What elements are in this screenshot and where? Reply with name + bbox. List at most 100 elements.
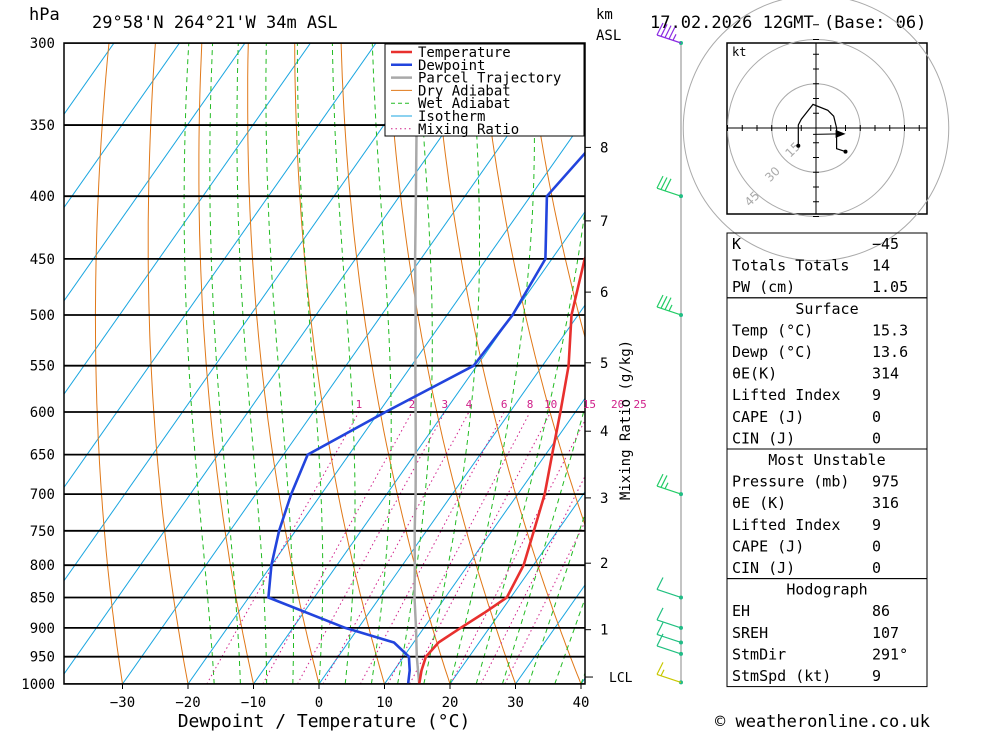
km-tick-label: 2 — [600, 556, 608, 572]
hodograph-indices-row-label: StmSpd (kt) — [732, 667, 831, 685]
most-unstable-indices-row-value: 0 — [872, 537, 881, 555]
km-tick-label: 4 — [600, 424, 608, 440]
legend-label: Wet Adiabat — [418, 96, 511, 112]
wet-adiabat-line — [265, 43, 294, 684]
most-unstable-indices-row-value: 9 — [872, 516, 881, 534]
most-unstable-indices-row-value: 975 — [872, 473, 899, 491]
pressure-tick-label: 450 — [30, 252, 55, 268]
mixing-ratio-value-label: 6 — [501, 398, 508, 411]
hodograph-indices-row-value: 9 — [872, 667, 881, 685]
km-tick-label: 8 — [600, 140, 608, 156]
dewpoint-line — [267, 151, 585, 684]
wind-barb-flag — [656, 607, 664, 621]
legend-label: Dewpoint — [418, 58, 485, 74]
profile-lines — [267, 85, 585, 684]
datetime-title: 17.02.2026 12GMT (Base: 06) — [650, 13, 926, 33]
mixing-ratio-line — [450, 419, 585, 684]
legend-label: Mixing Ratio — [418, 122, 519, 138]
wet-adiabat-line — [331, 43, 356, 684]
hodograph-indices-row-value: 86 — [872, 602, 890, 620]
general-indices-row-value: 14 — [872, 257, 890, 275]
general-indices-row-label: K — [732, 235, 741, 253]
wind-barb-flag — [656, 473, 664, 487]
temperature-line — [417, 255, 585, 684]
wet-adiabat-line — [296, 43, 324, 684]
wet-adiabat-line — [423, 43, 480, 684]
wind-barb-flag — [656, 22, 664, 36]
pressure-tick-label: 1000 — [21, 677, 55, 693]
surface-indices-row-label: CAPE (J) — [732, 408, 804, 426]
most-unstable-indices-row-label: CAPE (J) — [732, 537, 804, 555]
dry-adiabat-line — [978, 6, 1000, 710]
isotherm-line — [252, 210, 585, 684]
dry-adiabat-line — [387, 43, 517, 684]
location-title: 29°58'N 264°21'W 34m ASL — [92, 13, 338, 33]
wind-barb-shaft — [656, 306, 682, 316]
dry-adiabat-line — [147, 43, 189, 684]
wind-barb-shaft — [656, 645, 682, 655]
isotherm-line — [449, 490, 585, 684]
km-tick-label: 7 — [600, 214, 608, 230]
mixing-ratio-value-label: 1 — [356, 398, 363, 411]
most-unstable-indices-row-label: Lifted Index — [732, 516, 840, 534]
wet-adiabat-line — [209, 43, 241, 684]
mixing-ratio-line — [504, 520, 585, 684]
surface-indices-row-label: θE(K) — [732, 365, 777, 383]
dry-adiabat-line — [479, 43, 585, 527]
general-indices-row-label: PW (cm) — [732, 278, 795, 296]
wind-barb-flag — [660, 475, 668, 488]
wind-barb-flag — [656, 622, 664, 635]
parcel-trajectory-line — [413, 85, 421, 684]
surface-indices-row-value: 0 — [872, 429, 881, 447]
hodograph-ring — [682, 0, 950, 262]
pressure-tick-label: 550 — [30, 359, 55, 375]
pressure-tick-label: 600 — [30, 405, 55, 421]
dry-adiabat-line — [198, 43, 255, 684]
surface-indices-title: Surface — [795, 300, 858, 318]
mixing-ratio-line — [359, 411, 505, 684]
wind-barb-half-flag — [660, 669, 665, 676]
wind-barb — [656, 662, 682, 683]
most-unstable-indices-row-label: Pressure (mb) — [732, 473, 849, 491]
mixing-ratio-line — [480, 475, 585, 684]
wind-barb — [656, 622, 682, 644]
hodograph-end-dot — [843, 149, 848, 154]
hodograph-trace — [797, 103, 846, 153]
x-tick-label: 20 — [442, 695, 459, 711]
wind-barb — [656, 175, 682, 197]
wind-barb-shaft — [656, 619, 682, 629]
pressure-tick-label: 800 — [30, 558, 55, 574]
hodograph-indices-box — [726, 578, 928, 688]
surface-indices-row-value: 0 — [872, 408, 881, 426]
mixing-ratio-line — [409, 411, 552, 684]
hodograph-indices-row-value: 291° — [872, 645, 908, 663]
wet-adiabat-line — [236, 43, 268, 684]
surface-indices-row-value: 9 — [872, 386, 881, 404]
legend-label: Dry Adiabat — [418, 83, 511, 99]
dry-adiabat-line — [94, 43, 124, 684]
surface-indices-row-value: 15.3 — [872, 321, 908, 339]
x-tick-label: −30 — [110, 695, 135, 711]
mixing-ratio-axis-title: Mixing Ratio (g/kg) — [618, 340, 634, 500]
mixing-ratio-value-label: 25 — [633, 398, 646, 411]
temperature-axis: −30 −20 −10 0 10 20 30 40 — [110, 684, 589, 711]
isotherm-line — [64, 43, 377, 489]
surface-indices-row-label: Dewp (°C) — [732, 343, 813, 361]
x-tick-label: 30 — [507, 695, 524, 711]
wind-barb-half-flag — [664, 482, 669, 490]
hodograph-start-dot — [796, 143, 801, 148]
x-tick-label: −20 — [175, 695, 200, 711]
dry-adiabat-line — [294, 43, 386, 684]
pressure-axis: 300 350 400 450 500 550 600 650 700 750 800 850 900 9… — [21, 36, 55, 693]
hpa-unit-label: hPa — [29, 5, 60, 25]
wind-barb-half-flag — [672, 34, 677, 41]
wind-barb-flag — [656, 175, 664, 189]
wind-barb-flag — [664, 178, 672, 192]
general-indices-row-label: Totals Totals — [732, 257, 849, 275]
mixing-ratio-value-label: 15 — [583, 398, 596, 411]
most-unstable-indices-row-value: 316 — [872, 494, 899, 512]
isotherm-line — [383, 397, 585, 684]
plot-frame — [63, 42, 586, 685]
pressure-tick-label: 900 — [30, 621, 55, 637]
